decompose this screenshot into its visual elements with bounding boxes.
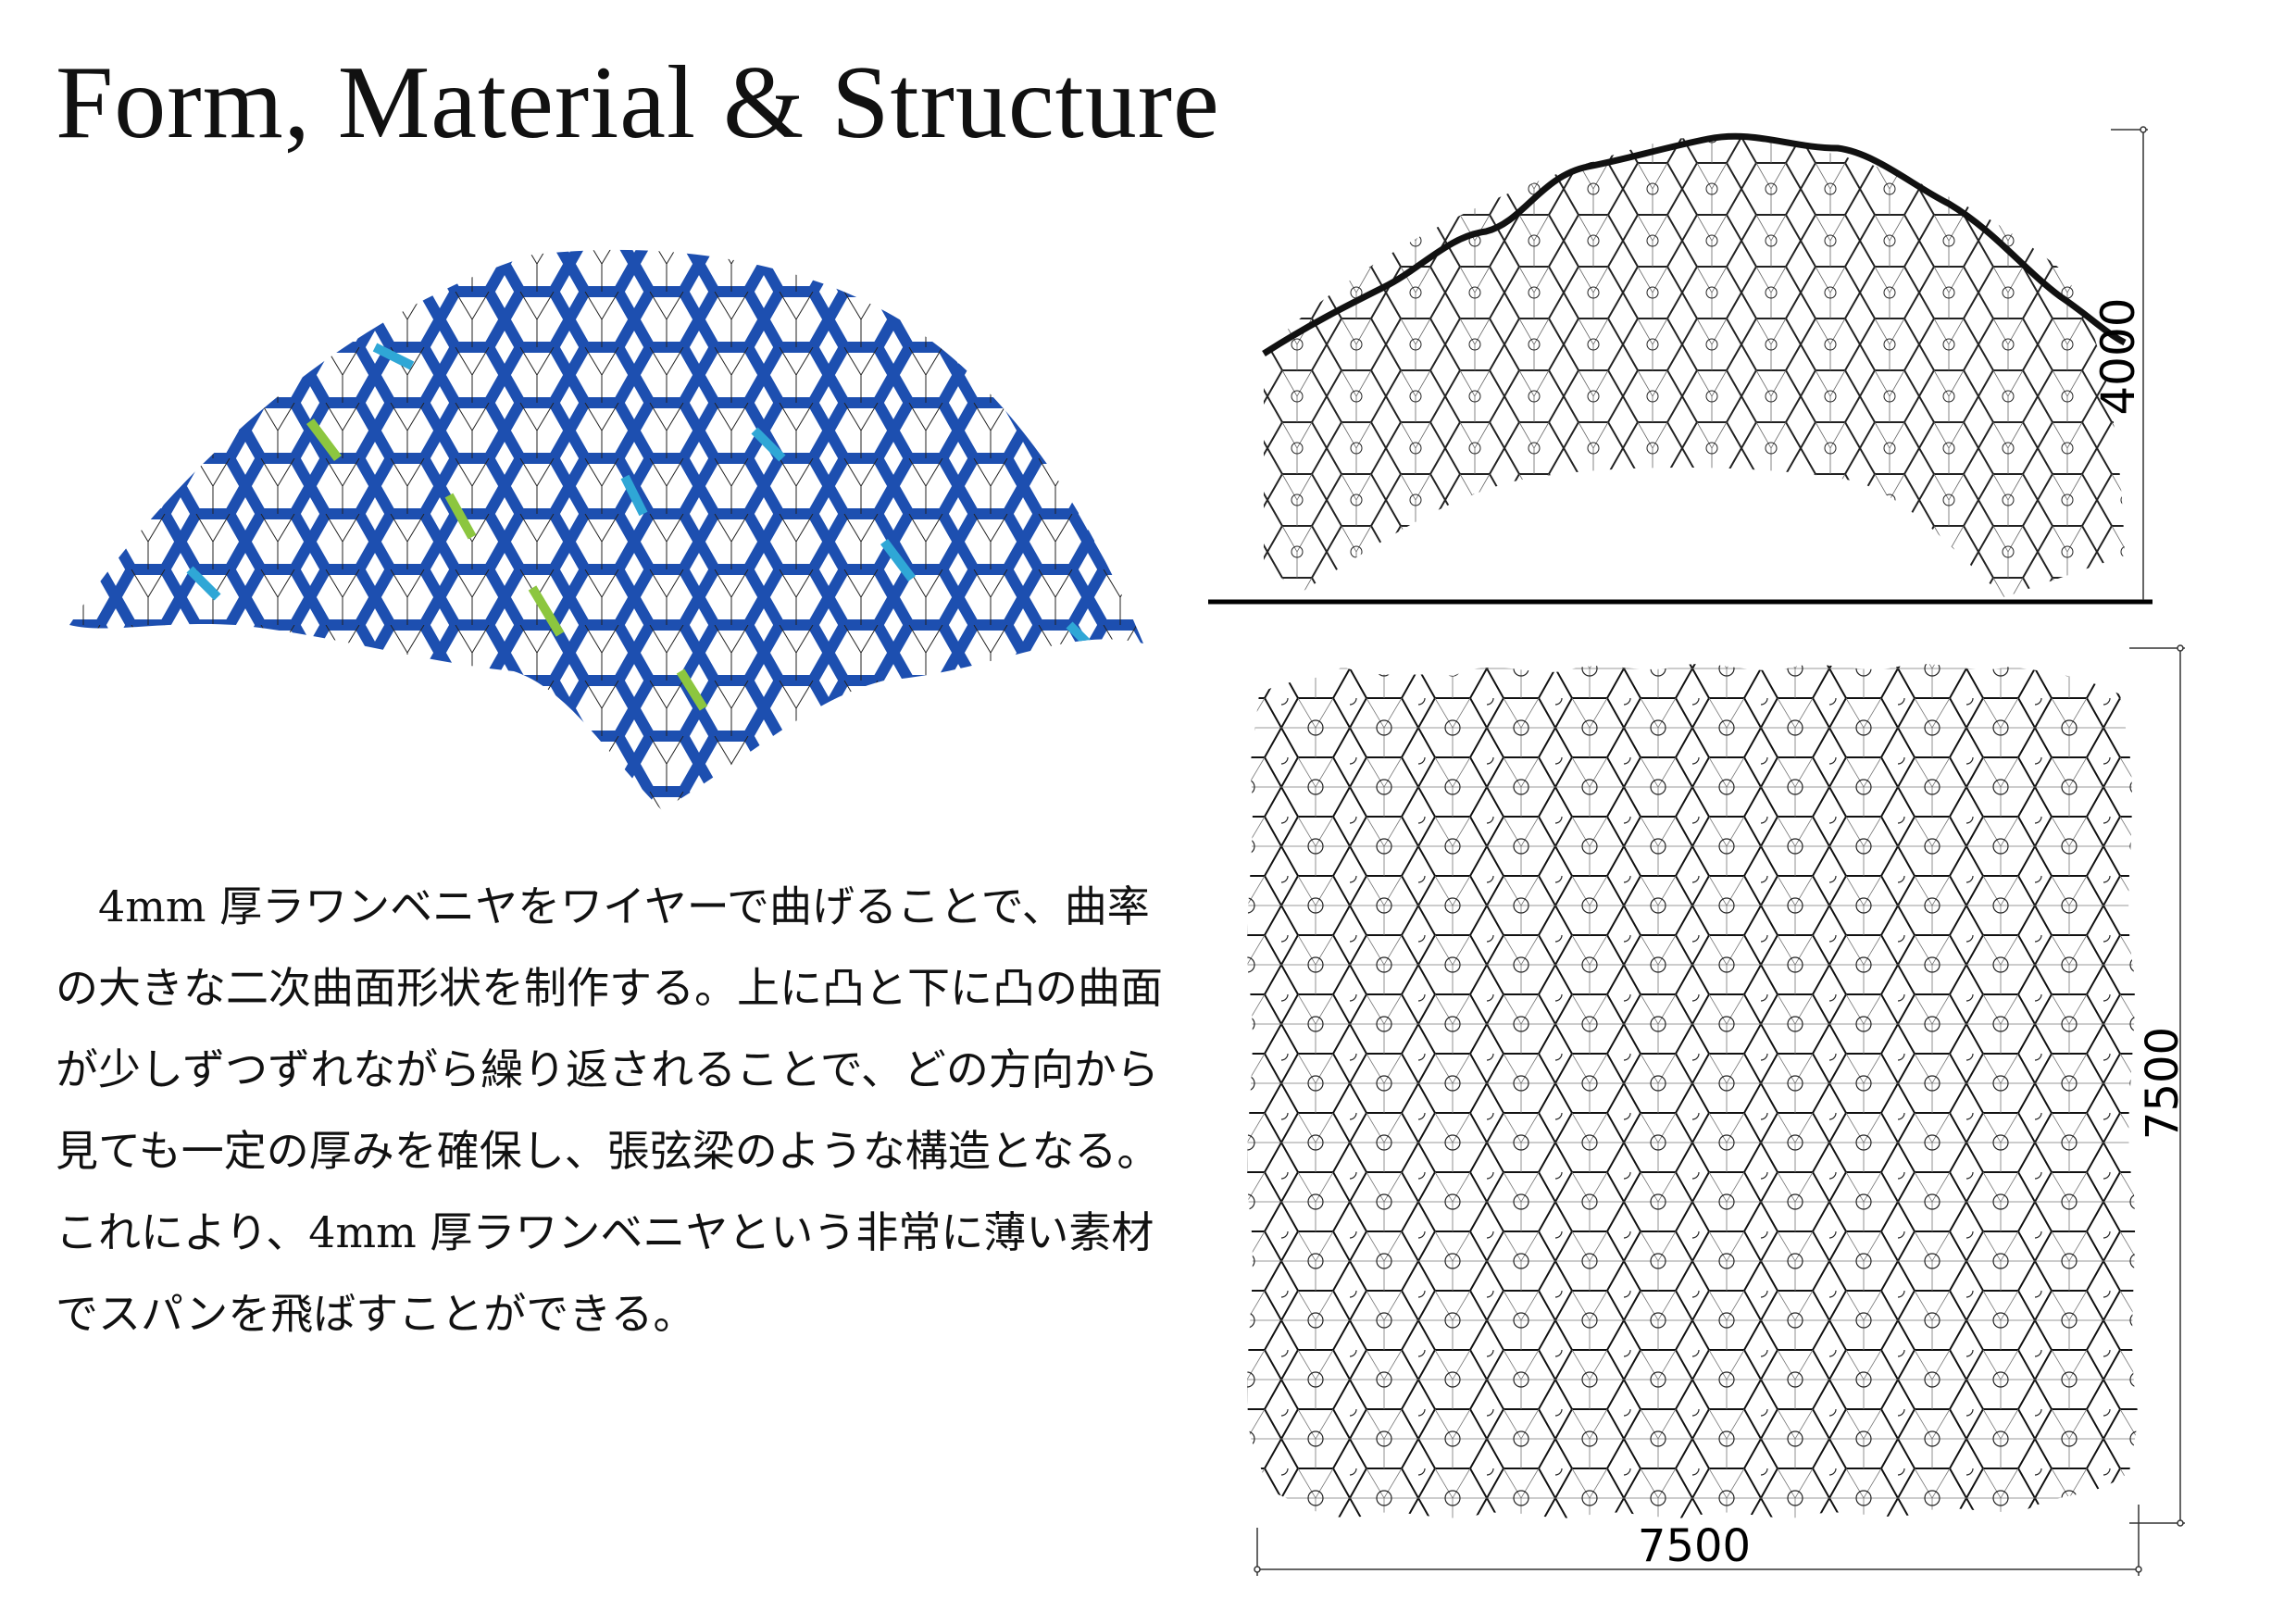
stress-render — [69, 249, 1143, 810]
plan-width-label: 7500 — [1638, 1520, 1751, 1572]
plan-height-label: 7500 — [2137, 1027, 2189, 1140]
dome-plan — [1247, 664, 2139, 1518]
height-dimension — [2111, 126, 2148, 600]
elevation-drawing: 4000 — [1208, 126, 2152, 605]
height-dimension-label: 4000 — [2091, 297, 2145, 415]
plan-drawing: 7500 7500 — [1247, 644, 2189, 1576]
description-text: 4mm 厚ラワンベニヤをワイヤーで曲げることで、曲率の大きな二次曲面形状を制作す… — [56, 866, 1167, 1355]
plan-height-dimension — [2129, 644, 2185, 1527]
description-paragraph: 4mm 厚ラワンベニヤをワイヤーで曲げることで、曲率の大きな二次曲面形状を制作す… — [56, 881, 1163, 1339]
page-title: Form, Material & Structure — [56, 45, 1220, 160]
dome-elevation — [1264, 138, 2125, 597]
dome-edge-profile — [1262, 132, 2127, 356]
plan-width-dimension — [1254, 1505, 2142, 1576]
shell-surface — [69, 249, 1143, 810]
